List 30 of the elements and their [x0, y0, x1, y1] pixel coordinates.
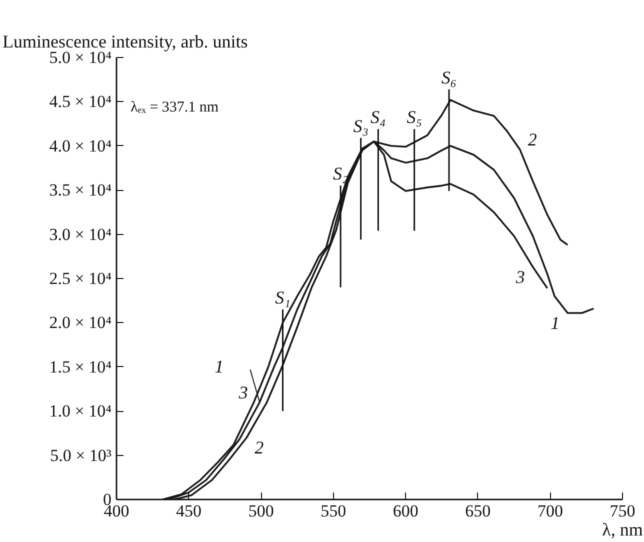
y-tick-label: 1.5 × 10⁴ [49, 357, 112, 376]
y-tick-label: 3.5 × 10⁴ [49, 180, 112, 200]
annotation: S₂ [332, 164, 348, 184]
x-axis-title: λ, nm [602, 520, 643, 540]
annotation: 2 [254, 438, 264, 458]
y-tick-label: 3.0 × 10⁴ [49, 224, 112, 244]
annotation: S₆ [441, 67, 457, 88]
annotation: S₄ [370, 107, 386, 128]
x-tick-label: 650 [465, 502, 491, 520]
annotation: 2 [528, 129, 537, 150]
y-tick-label: 4.0 × 10⁴ [49, 136, 112, 156]
annotation: S₃ [353, 116, 368, 136]
x-tick-label: 550 [320, 502, 346, 520]
y-tick-label: 1.0 × 10⁴ [49, 402, 112, 421]
annotation: S₅ [406, 107, 422, 128]
x-tick-label: 700 [537, 502, 563, 520]
annotation: 3 [238, 382, 248, 402]
annotation: S₁ [275, 287, 290, 308]
x-tick-label: 600 [392, 502, 418, 520]
annotation: 3 [514, 267, 525, 288]
y-tick-label: 2.5 × 10⁴ [49, 269, 112, 288]
x-tick-label: 750 [610, 502, 636, 520]
y-tick-label: 5.0 × 10³ [50, 446, 112, 465]
annotation: 1 [214, 356, 224, 376]
annotation: λₑₓ = 337.1 nm [130, 100, 219, 116]
y-tick-label: 4.5 × 10⁴ [49, 92, 112, 112]
x-tick-label: 500 [248, 502, 274, 520]
annotation: 1 [550, 312, 560, 333]
y-tick-label: 2.0 × 10⁴ [49, 313, 112, 332]
x-tick-label: 450 [176, 502, 202, 520]
